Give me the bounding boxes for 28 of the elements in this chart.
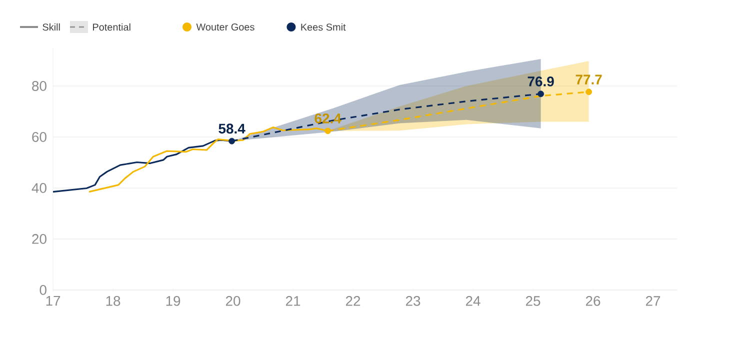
data-label: 62.4 [314,113,342,124]
y-tick-label: 0 [40,285,46,295]
y-tick-label: 20 [32,234,46,244]
y-tick-label: 80 [32,81,46,91]
point [228,138,236,144]
x-tick-label: 17 [46,296,60,306]
x-tick-label: 21 [286,296,300,306]
x-tick-label: 19 [166,296,180,306]
text: Potential [93,23,130,31]
x-tick-label: 25 [526,296,540,306]
x-tick-label: 20 [226,296,240,306]
x-tick-label: 26 [586,296,600,306]
point [324,128,332,134]
point [586,88,592,96]
y-tick-label: 40 [32,183,46,193]
legend-label: Wouter Goes [196,23,254,31]
point [538,90,544,98]
x-tick-label: 23 [406,296,420,306]
x-tick-label: 27 [646,296,660,306]
y-tick-label: 60 [32,132,46,142]
x-tick-label: 22 [346,296,360,306]
text: Skill [42,23,60,31]
data-label: 58.4 [218,124,246,134]
x-tick-label: 24 [466,296,480,306]
data-label: 77.7 [576,74,602,84]
legend-label: Kees Smit [301,23,346,31]
data-label: 76.9 [528,76,554,86]
x-tick-label: 18 [106,296,120,306]
